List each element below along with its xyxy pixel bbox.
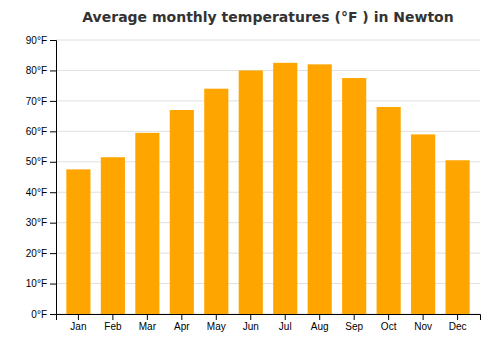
tick-label: Jan xyxy=(70,321,86,332)
tick-mark xyxy=(50,223,56,224)
bar xyxy=(204,89,228,314)
tick-mark xyxy=(147,314,148,320)
x-tick: May xyxy=(207,314,226,332)
x-tick: Apr xyxy=(174,314,190,332)
tick-label: Dec xyxy=(449,321,467,332)
tick-label: Mar xyxy=(139,321,157,332)
y-tick: 70°F xyxy=(26,96,56,107)
tick-mark xyxy=(50,192,56,193)
tick-mark xyxy=(78,314,79,320)
x-axis: Jan Feb Mar Apr May Jun Jul Aug Sep Oct Nov Dec xyxy=(57,314,481,332)
y-axis: 0°F 10°F 20°F 30°F 40°F 50°F 60°F 70°F 80°F 90°F xyxy=(26,35,57,320)
chart: 0°F 10°F 20°F 30°F 40°F 50°F 60°F 70°F 80°F 90°F J… xyxy=(0,0,500,350)
tick-mark xyxy=(50,101,56,102)
x-tick: Aug xyxy=(311,314,329,332)
x-tick: Jun xyxy=(243,314,259,332)
y-tick: 90°F xyxy=(26,35,56,46)
tick-mark xyxy=(388,314,389,320)
x-tick: Dec xyxy=(449,314,467,332)
grid-line xyxy=(56,70,480,71)
tick-mark xyxy=(354,314,355,320)
y-tick: 40°F xyxy=(26,187,56,198)
tick-label: Nov xyxy=(414,321,432,332)
plot-area xyxy=(66,63,469,314)
y-tick: 0°F xyxy=(31,309,56,320)
tick-label: 10°F xyxy=(26,278,47,289)
grid xyxy=(56,40,480,314)
y-tick: 10°F xyxy=(26,278,56,289)
grid-line xyxy=(56,40,480,41)
tick-mark xyxy=(50,162,56,163)
x-tick: Nov xyxy=(414,314,432,332)
tick-mark xyxy=(50,253,56,254)
bar xyxy=(101,157,125,314)
bar xyxy=(411,134,435,314)
x-tick: Jul xyxy=(279,314,292,332)
tick-label: Apr xyxy=(174,321,190,332)
bar xyxy=(342,78,366,314)
x-tick: Feb xyxy=(104,314,122,332)
x-tick: Sep xyxy=(345,314,363,332)
axis-line xyxy=(50,41,57,315)
x-tick: Oct xyxy=(381,314,397,332)
tick-label: 90°F xyxy=(26,35,47,46)
tick-mark xyxy=(423,314,424,320)
tick-mark xyxy=(319,314,320,320)
tick-label: Sep xyxy=(345,321,363,332)
y-tick: 60°F xyxy=(26,126,56,137)
tick-label: Jun xyxy=(243,321,259,332)
tick-mark xyxy=(181,314,182,320)
tick-label: 50°F xyxy=(26,156,47,167)
bar xyxy=(170,110,194,314)
tick-label: 80°F xyxy=(26,65,47,76)
bar xyxy=(135,133,159,314)
tick-label: 30°F xyxy=(26,217,47,228)
tick-label: May xyxy=(207,321,226,332)
tick-mark xyxy=(50,70,56,71)
y-tick: 50°F xyxy=(26,156,56,167)
tick-mark xyxy=(285,314,286,320)
y-tick: 30°F xyxy=(26,217,56,228)
tick-label: 0°F xyxy=(31,309,47,320)
bar xyxy=(446,160,470,314)
x-tick: Mar xyxy=(139,314,157,332)
tick-label: 60°F xyxy=(26,126,47,137)
tick-mark xyxy=(457,314,458,320)
tick-label: Aug xyxy=(311,321,329,332)
tick-label: 70°F xyxy=(26,96,47,107)
tick-label: Jul xyxy=(279,321,292,332)
tick-label: 40°F xyxy=(26,187,47,198)
tick-mark xyxy=(50,314,56,315)
tick-mark xyxy=(50,131,56,132)
y-tick: 20°F xyxy=(26,248,56,259)
tick-label: 20°F xyxy=(26,248,47,259)
tick-mark xyxy=(50,40,56,41)
x-tick: Jan xyxy=(70,314,86,332)
title: Average monthly temperatures (°F ) in Ne… xyxy=(82,9,453,25)
bar xyxy=(308,64,332,314)
bar xyxy=(66,169,90,314)
axis-line xyxy=(57,315,481,321)
grid-line xyxy=(56,100,480,101)
bar xyxy=(239,70,263,314)
bar xyxy=(273,63,297,314)
bar xyxy=(377,107,401,314)
tick-mark xyxy=(250,314,251,320)
tick-label: Feb xyxy=(104,321,122,332)
grid-line xyxy=(56,131,480,132)
tick-mark xyxy=(112,314,113,320)
tick-mark xyxy=(216,314,217,320)
tick-label: Oct xyxy=(381,321,397,332)
y-tick: 80°F xyxy=(26,65,56,76)
tick-mark xyxy=(50,284,56,285)
